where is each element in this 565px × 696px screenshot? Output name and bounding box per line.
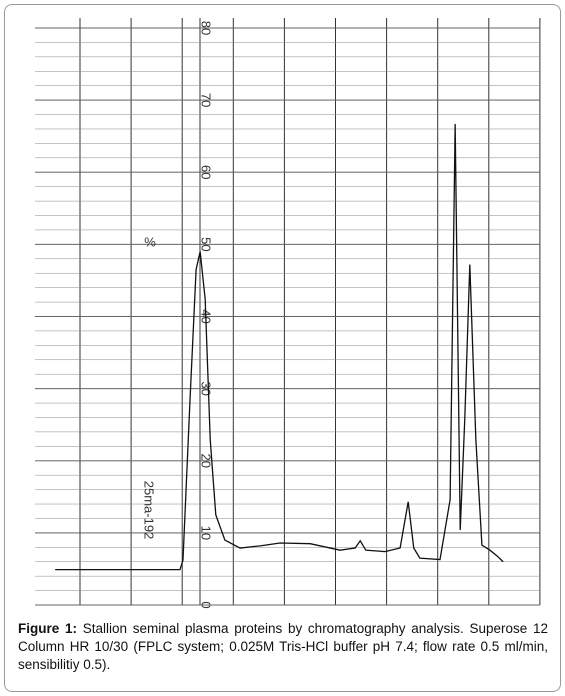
caption: Figure 1: Stallion seminal plasma protei…: [18, 620, 548, 674]
annotation: %: [144, 234, 156, 249]
figure-frame: [4, 4, 561, 692]
caption-text: Stallion seminal plasma proteins by chro…: [18, 621, 548, 672]
annotation: 25ma-192: [142, 481, 157, 540]
trace: [55, 123, 504, 571]
caption-label: Figure 1:: [18, 621, 77, 636]
